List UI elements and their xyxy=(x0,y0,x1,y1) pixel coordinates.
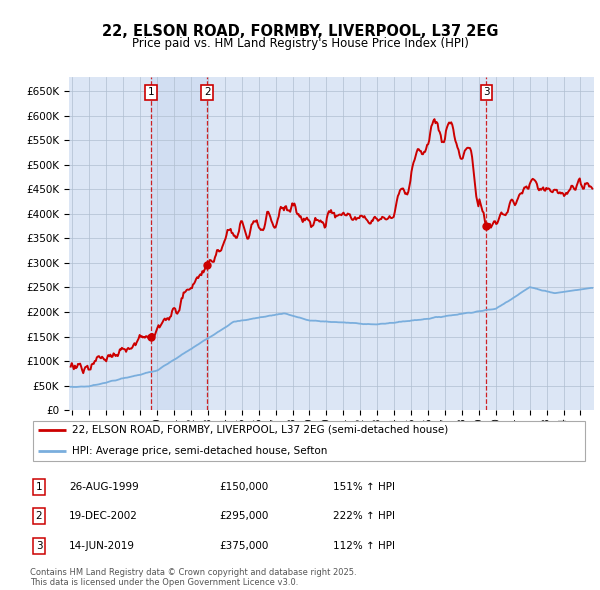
Text: 3: 3 xyxy=(35,541,43,550)
Bar xyxy=(151,77,208,410)
Text: £295,000: £295,000 xyxy=(219,512,268,521)
Text: Price paid vs. HM Land Registry's House Price Index (HPI): Price paid vs. HM Land Registry's House … xyxy=(131,37,469,50)
Text: 1: 1 xyxy=(35,482,43,491)
Text: 3: 3 xyxy=(483,87,490,97)
Text: 26-AUG-1999: 26-AUG-1999 xyxy=(69,482,139,491)
Text: 14-JUN-2019: 14-JUN-2019 xyxy=(69,541,135,550)
Text: 1: 1 xyxy=(148,87,154,97)
Text: 22, ELSON ROAD, FORMBY, LIVERPOOL, L37 2EG: 22, ELSON ROAD, FORMBY, LIVERPOOL, L37 2… xyxy=(102,24,498,38)
Text: 2: 2 xyxy=(204,87,211,97)
Text: 151% ↑ HPI: 151% ↑ HPI xyxy=(333,482,395,491)
Text: 22, ELSON ROAD, FORMBY, LIVERPOOL, L37 2EG (semi-detached house): 22, ELSON ROAD, FORMBY, LIVERPOOL, L37 2… xyxy=(72,425,448,435)
Text: 112% ↑ HPI: 112% ↑ HPI xyxy=(333,541,395,550)
Text: 19-DEC-2002: 19-DEC-2002 xyxy=(69,512,138,521)
FancyBboxPatch shape xyxy=(33,421,585,461)
Text: £375,000: £375,000 xyxy=(219,541,268,550)
Text: HPI: Average price, semi-detached house, Sefton: HPI: Average price, semi-detached house,… xyxy=(72,446,327,455)
Text: 222% ↑ HPI: 222% ↑ HPI xyxy=(333,512,395,521)
Text: £150,000: £150,000 xyxy=(219,482,268,491)
Text: Contains HM Land Registry data © Crown copyright and database right 2025.
This d: Contains HM Land Registry data © Crown c… xyxy=(30,568,356,587)
Text: 2: 2 xyxy=(35,512,43,521)
